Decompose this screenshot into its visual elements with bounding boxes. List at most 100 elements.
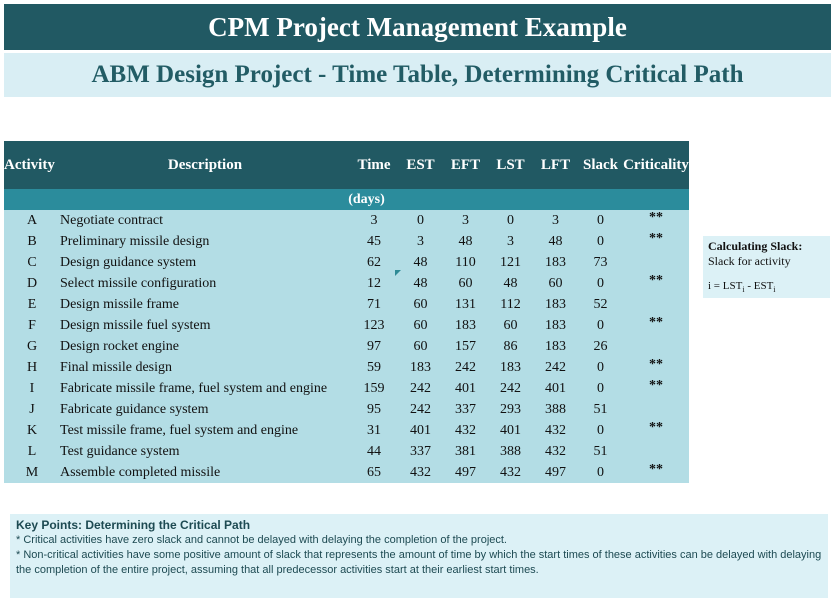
slack-formula: i = LSTi - ESTi bbox=[708, 280, 776, 295]
criticality-cell: ** bbox=[649, 314, 663, 330]
description-cell: Design guidance system bbox=[60, 254, 197, 270]
criticality-cell: ** bbox=[649, 272, 663, 288]
time-cell: 59 bbox=[367, 359, 381, 375]
est-cell: 60 bbox=[413, 317, 428, 333]
activity-cell: D bbox=[26, 275, 38, 291]
activity-cell: G bbox=[26, 338, 38, 354]
eft-cell: 48 bbox=[458, 233, 473, 249]
lst-cell: 0 bbox=[507, 212, 514, 228]
table-row: E Design missile frame 71 60 131 112 183 52 bbox=[4, 294, 689, 315]
eft-cell: 157 bbox=[455, 338, 476, 354]
lst-cell: 183 bbox=[500, 359, 521, 375]
page-subtitle: ABM Design Project - Time Table, Determi… bbox=[4, 53, 831, 97]
lft-cell: 183 bbox=[545, 317, 566, 333]
est-cell: 337 bbox=[410, 443, 431, 459]
est-cell: 3 bbox=[417, 233, 424, 249]
eft-cell: 401 bbox=[455, 380, 476, 396]
lft-cell: 60 bbox=[548, 275, 563, 291]
est-cell: 401 bbox=[410, 422, 431, 438]
header-est: EST bbox=[406, 156, 435, 173]
table-row: J Fabricate guidance system 95 242 337 293 388… bbox=[4, 399, 689, 420]
est-cell: 60 bbox=[413, 338, 428, 354]
slack-cell: 0 bbox=[597, 317, 604, 333]
criticality-cell: ** bbox=[649, 377, 663, 393]
time-cell: 97 bbox=[367, 338, 381, 354]
lst-cell: 121 bbox=[500, 254, 521, 270]
eft-cell: 432 bbox=[455, 422, 476, 438]
eft-cell: 337 bbox=[455, 401, 476, 417]
lft-cell: 242 bbox=[545, 359, 566, 375]
slack-note-title: Calculating Slack: bbox=[708, 239, 803, 253]
description-cell: Test missile frame, fuel system and engi… bbox=[60, 422, 299, 438]
header-slack: Slack bbox=[582, 156, 618, 173]
slack-cell: 0 bbox=[597, 464, 604, 480]
lst-cell: 401 bbox=[500, 422, 521, 438]
cpm-table: Activity Description Time EST EFT LST LF… bbox=[4, 141, 689, 483]
description-cell: Fabricate missile frame, fuel system and… bbox=[60, 380, 328, 396]
activity-cell: A bbox=[26, 212, 38, 228]
est-cell: 242 bbox=[410, 401, 431, 417]
description-cell: Design missile fuel system bbox=[60, 317, 211, 333]
slack-note-line: Slack for activity bbox=[708, 254, 791, 268]
slack-cell: 0 bbox=[597, 359, 604, 375]
eft-cell: 131 bbox=[455, 296, 476, 312]
lst-cell: 242 bbox=[500, 380, 521, 396]
criticality-cell: ** bbox=[649, 419, 663, 435]
header-time: Time bbox=[357, 156, 391, 173]
lft-cell: 432 bbox=[545, 443, 566, 459]
activity-cell: F bbox=[28, 317, 36, 333]
table-row: A Negotiate contract 3 0 3 0 3 0 ** bbox=[4, 210, 689, 231]
criticality-cell bbox=[623, 249, 689, 270]
table-body: A Negotiate contract 3 0 3 0 3 0 ** B Preliminary … bbox=[4, 210, 689, 483]
table-row: F Design missile fuel system 123 60 183 60 183… bbox=[4, 315, 689, 336]
criticality-cell bbox=[623, 438, 689, 459]
activity-cell: K bbox=[26, 422, 38, 438]
lft-cell: 401 bbox=[545, 380, 566, 396]
slack-cell: 0 bbox=[597, 233, 604, 249]
description-cell: Final missile design bbox=[60, 359, 172, 375]
table-row: B Preliminary missile design 45 3 48 3 48 0 ** bbox=[4, 231, 689, 252]
lst-cell: 48 bbox=[503, 275, 518, 291]
description-cell: Negotiate contract bbox=[60, 212, 164, 228]
est-cell: 48 bbox=[413, 275, 428, 291]
key-points-title: Key Points: Determining the Critical Pat… bbox=[16, 518, 251, 532]
slack-cell: 73 bbox=[593, 254, 608, 270]
slack-cell: 0 bbox=[597, 275, 604, 291]
activity-cell: H bbox=[26, 359, 38, 375]
slack-cell: 0 bbox=[597, 380, 604, 396]
header-lst: LST bbox=[496, 156, 525, 173]
lst-cell: 112 bbox=[500, 296, 521, 312]
criticality-cell bbox=[623, 291, 689, 312]
time-cell: 95 bbox=[367, 401, 381, 417]
header-criticality: Criticality bbox=[623, 156, 689, 173]
slack-cell: 26 bbox=[593, 338, 608, 354]
description-cell: Select missile configuration bbox=[60, 275, 217, 291]
description-cell: Fabricate guidance system bbox=[60, 401, 209, 417]
lst-cell: 293 bbox=[500, 401, 521, 417]
eft-cell: 3 bbox=[462, 212, 469, 228]
eft-cell: 183 bbox=[455, 317, 476, 333]
lft-cell: 388 bbox=[545, 401, 566, 417]
table-row: L Test guidance system 44 337 381 388 432 51 bbox=[4, 441, 689, 462]
activity-cell: M bbox=[25, 464, 39, 480]
time-cell: 65 bbox=[367, 464, 381, 480]
est-cell: 60 bbox=[413, 296, 428, 312]
key-point-2: * Non-critical activities have some posi… bbox=[16, 549, 822, 576]
time-cell: 31 bbox=[367, 422, 381, 438]
activity-cell: C bbox=[27, 254, 37, 270]
criticality-cell: ** bbox=[649, 461, 663, 477]
time-cell: 159 bbox=[363, 380, 385, 396]
criticality-cell: ** bbox=[649, 356, 663, 372]
time-table: Activity Description Time EST EFT LST LF… bbox=[4, 141, 689, 483]
time-cell: 3 bbox=[370, 212, 378, 228]
lst-cell: 388 bbox=[500, 443, 521, 459]
description-cell: Preliminary missile design bbox=[60, 233, 210, 249]
est-cell: 0 bbox=[417, 212, 424, 228]
lft-cell: 497 bbox=[545, 464, 566, 480]
header-lft: LFT bbox=[540, 156, 571, 173]
description-cell: Test guidance system bbox=[60, 443, 180, 459]
eft-cell: 60 bbox=[458, 275, 473, 291]
table-row: K Test missile frame, fuel system and eng… bbox=[4, 420, 689, 441]
criticality-cell bbox=[623, 396, 689, 417]
header-eft: EFT bbox=[450, 156, 481, 173]
